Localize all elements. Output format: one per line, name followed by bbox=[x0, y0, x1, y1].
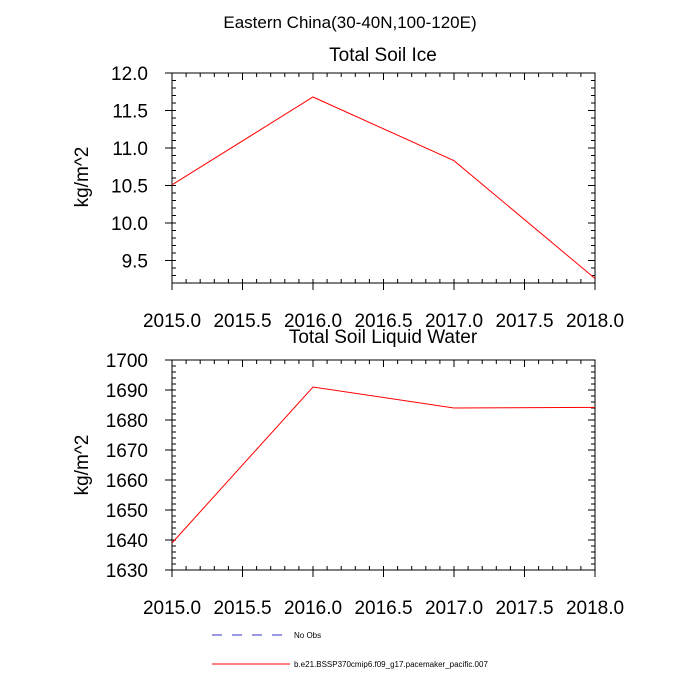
y-tick-label: 1640 bbox=[106, 531, 148, 552]
x-tick-label: 2017.5 bbox=[495, 311, 553, 332]
panel-total-soil-liquid-water: Total Soil Liquid Water kg/m^2 163016401… bbox=[72, 327, 624, 619]
y-tick-label: 11.0 bbox=[112, 139, 148, 160]
x-tick-label: 2018.0 bbox=[566, 598, 624, 619]
x-tick-labels: 2015.0 2015.5 2016.0 2016.5 2017.0 2017.5 2018… bbox=[143, 311, 624, 332]
x-tick-label: 2016.0 bbox=[284, 311, 342, 332]
y-tick-labels: 1630 1640 1650 1660 1670 1680 1690 1700 bbox=[106, 351, 148, 582]
figure-title: Eastern China(30-40N,100-120E) bbox=[223, 13, 476, 32]
y-tick-label: 11.5 bbox=[112, 102, 148, 123]
x-tick-label: 2015.0 bbox=[143, 598, 201, 619]
x-tick-label: 2016.5 bbox=[354, 598, 412, 619]
y-tick-label: 1660 bbox=[106, 471, 148, 492]
y-tick-labels: 9.5 10.0 10.5 11.0 11.5 12.0 bbox=[111, 64, 148, 273]
y-tick-label: 9.5 bbox=[122, 252, 148, 273]
tick-marks bbox=[165, 72, 596, 290]
y-tick-label: 1630 bbox=[106, 561, 148, 582]
data-lines bbox=[171, 386, 596, 544]
x-tick-label: 2018.0 bbox=[566, 311, 624, 332]
y-tick-label: 10.0 bbox=[111, 214, 148, 235]
y-tick-label: 1690 bbox=[106, 381, 148, 402]
y-axis-label: kg/m^2 bbox=[72, 435, 93, 496]
x-tick-label: 2017.0 bbox=[425, 311, 483, 332]
x-tick-labels: 2015.0 2015.5 2016.0 2016.5 2017.0 2017.5 2018… bbox=[143, 598, 624, 619]
x-tick-label: 2015.5 bbox=[213, 598, 271, 619]
series-line bbox=[171, 96, 596, 279]
y-tick-label: 10.5 bbox=[111, 177, 148, 198]
plot-frame bbox=[171, 72, 596, 284]
series-line bbox=[171, 386, 596, 544]
tick-marks bbox=[165, 359, 596, 577]
y-tick-label: 1670 bbox=[106, 441, 148, 462]
legend-label-model: b.e21.BSSP370cmip6.f09_g17.pacemaker_pac… bbox=[294, 660, 488, 669]
plot-frame bbox=[171, 359, 596, 571]
panel-total-soil-ice: Total Soil Ice kg/m^2 9.5 10.0 10.5 11.0 11.… bbox=[72, 45, 624, 332]
x-tick-label: 2015.5 bbox=[213, 311, 271, 332]
x-tick-label: 2017.5 bbox=[495, 598, 553, 619]
legend: No Obs b.e21.BSSP370cmip6.f09_g17.pacema… bbox=[212, 631, 488, 669]
x-tick-label: 2016.0 bbox=[284, 598, 342, 619]
y-tick-label: 1650 bbox=[106, 501, 148, 522]
y-tick-label: 12.0 bbox=[111, 64, 148, 85]
y-tick-label: 1700 bbox=[106, 351, 148, 372]
y-axis-label: kg/m^2 bbox=[72, 147, 93, 208]
x-tick-label: 2016.5 bbox=[354, 311, 412, 332]
x-tick-label: 2015.0 bbox=[143, 311, 201, 332]
x-tick-label: 2017.0 bbox=[425, 598, 483, 619]
panel-title: Total Soil Ice bbox=[329, 45, 437, 66]
panel-title: Total Soil Liquid Water bbox=[289, 327, 478, 348]
data-lines bbox=[171, 96, 596, 279]
y-tick-label: 1680 bbox=[106, 411, 148, 432]
legend-label-no-obs: No Obs bbox=[294, 631, 321, 640]
